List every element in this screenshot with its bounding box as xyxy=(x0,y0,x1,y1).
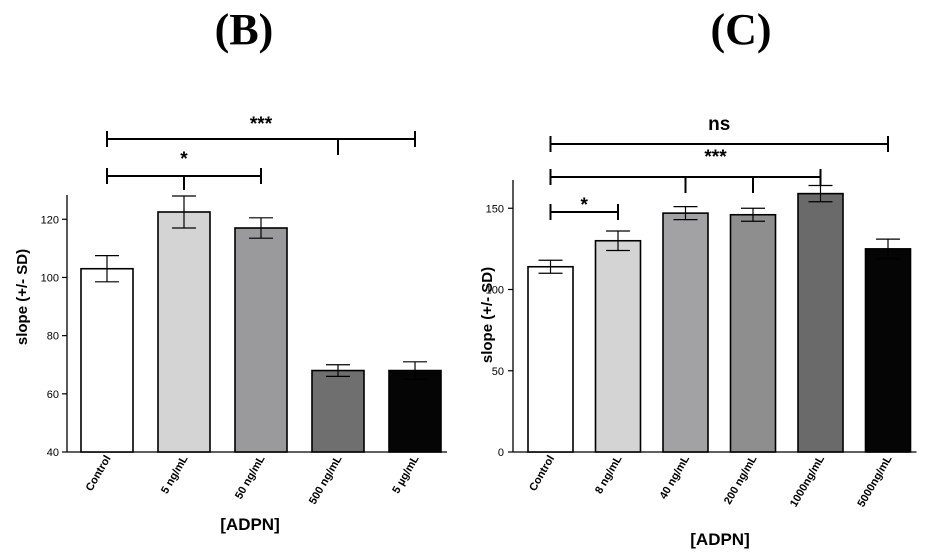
panel-c-significance-label-2: *** xyxy=(704,147,727,168)
panel-c-significance-label-1: * xyxy=(581,195,589,216)
panel-c-significance-label-3: ns xyxy=(708,114,730,135)
panel-b-bar-1 xyxy=(80,267,134,453)
panel-c-bar-4 xyxy=(729,213,777,453)
panel-c-y-axis-label: slope (+/- SD) xyxy=(479,267,496,363)
panel-c-y-tick-label: 0 xyxy=(498,447,504,459)
panel-b-x-tick-label-5: 5 µg/mL xyxy=(390,453,421,495)
panel-b-y-tick-label: 40 xyxy=(47,447,59,459)
panel-b-y-tick-label: 100 xyxy=(41,272,59,284)
panel-b-y-tick-label: 120 xyxy=(41,214,59,226)
panel-c-bar-3 xyxy=(662,212,709,453)
panel-b-x-tick-label-4: 500 ng/mL xyxy=(307,453,345,506)
panel-c-bar-1 xyxy=(527,265,574,453)
panel-c-chart: (C) slope (+/- SD) [ADPN] 0 50 100 150 Contr… xyxy=(479,5,917,549)
panel-c-bar-5 xyxy=(797,192,844,453)
panel-c-bar-2 xyxy=(594,239,642,453)
panel-b-x-tick-label-2: 5 ng/mL xyxy=(159,453,191,496)
panel-c-x-tick-label-6: 5000ng/mL xyxy=(855,453,894,509)
panel-b-plot-area: 40 60 80 100 120 Control 5 ng/mL 50 ng/mL 500 ng… xyxy=(41,114,447,507)
panel-b-y-tick-label: 60 xyxy=(47,389,59,401)
panel-c-y-tick-label: 150 xyxy=(486,203,504,215)
panel-c-x-tick-label-5: 1000ng/mL xyxy=(788,453,827,509)
panel-b-x-tick-label-1: Control xyxy=(84,454,114,494)
panel-c-x-tick-label-2: 8 ng/mL xyxy=(593,453,625,496)
panel-c-label: (C) xyxy=(710,5,771,54)
panel-b-significance-label-1: * xyxy=(180,149,188,170)
panel-c-y-tick-label: 100 xyxy=(486,285,504,297)
panel-b-x-axis-label: [ADPN] xyxy=(220,515,280,534)
panel-b-chart: (B) slope (+/- SD) [ADPN] 40 60 80 100 120 Co… xyxy=(14,5,447,534)
panel-c-plot-area: 0 50 100 150 Control 8 ng/mL 40 ng/mL 200 ng/mL… xyxy=(486,114,917,509)
panel-b-bar-3 xyxy=(234,227,288,453)
panel-b-bar-5 xyxy=(388,369,442,453)
panel-c-bar-6 xyxy=(864,248,912,453)
panel-b-bar-2 xyxy=(157,211,211,453)
panel-c-x-axis-label: [ADPN] xyxy=(690,530,750,549)
panel-c-x-tick-label-3: 40 ng/mL xyxy=(658,453,693,501)
panel-c-x-tick-label-4: 200 ng/mL xyxy=(722,453,760,506)
panel-c-x-tick-label-1: Control xyxy=(527,454,557,494)
panel-b-y-axis-label: slope (+/- SD) xyxy=(14,249,31,345)
panel-b-bar-4 xyxy=(311,369,365,453)
panel-b-x-tick-label-3: 50 ng/mL xyxy=(233,453,268,501)
panel-b-label: (B) xyxy=(215,5,274,54)
panel-b-y-tick-label: 80 xyxy=(47,331,59,343)
panel-b-significance-label-2: *** xyxy=(250,114,273,135)
panel-c-y-tick-label: 50 xyxy=(492,366,504,378)
